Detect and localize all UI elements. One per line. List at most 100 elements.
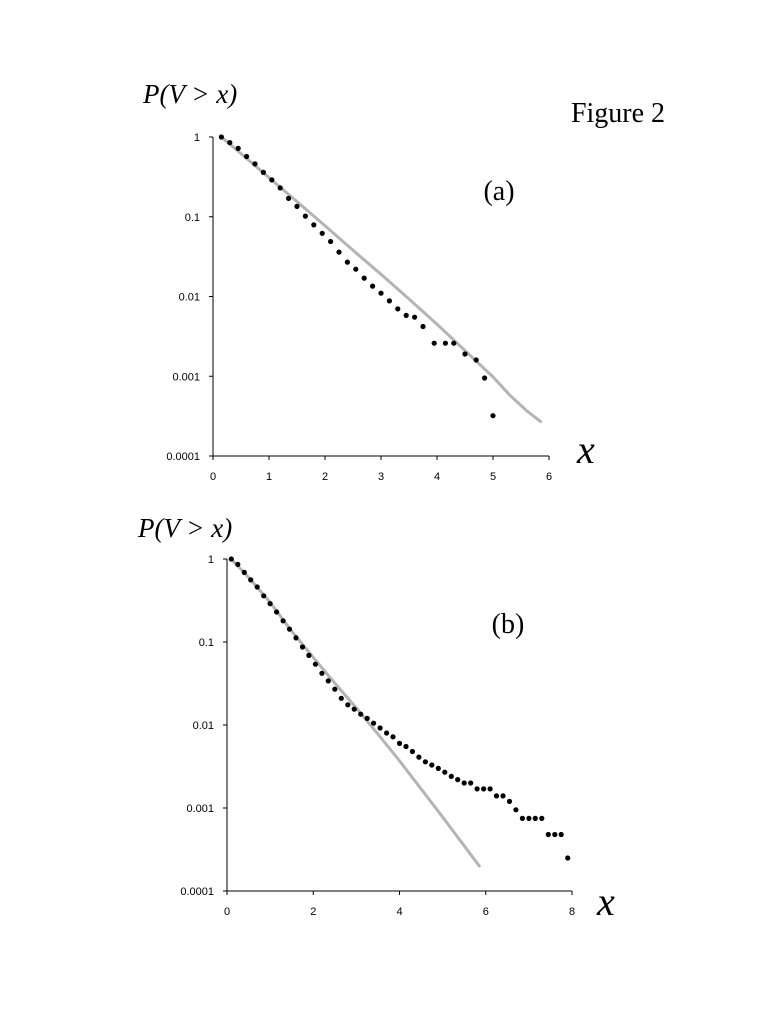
y-tick-label: 0.1 [199,637,214,649]
x-axis-label: x [576,427,595,472]
panel-label: (b) [492,609,525,640]
y-tick-label: 0.001 [186,803,214,815]
data-point [558,831,564,838]
y-axis-label: P(V > x) [142,79,237,109]
data-point [235,145,241,151]
data-point [409,748,415,755]
data-point [378,290,384,296]
data-point [462,351,468,357]
data-point [532,815,538,822]
x-tick-label: 8 [569,906,575,918]
data-point [319,670,325,676]
data-point [274,609,280,615]
data-point [286,195,292,201]
data-point [482,375,488,381]
figure-label: Figure 2 [571,98,665,129]
data-point [358,711,364,717]
data-point [506,798,513,805]
data-point [468,780,474,786]
data-points [218,134,496,419]
data-point [345,702,351,708]
data-point [539,815,545,822]
x-tick-label: 6 [483,906,489,918]
x-axis-label: x [596,879,615,924]
y-tick-label: 1 [208,554,214,566]
data-point [244,153,250,160]
y-axis-label: P(V > x) [137,513,232,543]
x-tick-label: 0 [224,906,230,918]
x-tick-label: 5 [490,471,496,483]
data-point [481,786,487,792]
x-tick-label: 1 [266,471,272,483]
data-point [344,259,350,265]
data-point [474,786,480,792]
data-point [364,715,370,722]
y-tick-label: 0.01 [193,720,214,732]
data-point [286,626,293,632]
data-point [299,644,306,650]
data-point [235,561,241,568]
data-point [351,706,357,712]
data-point [455,777,461,783]
data-point [312,661,318,667]
data-point [338,695,344,701]
data-point [325,678,331,684]
data-point [500,793,506,799]
data-point [526,815,532,822]
data-point [370,283,376,289]
data-point [386,298,392,304]
data-point [416,754,422,760]
data-point [241,569,247,576]
data-point [565,855,571,861]
x-tick-label: 2 [322,471,328,483]
data-point [218,134,224,140]
x-tick-label: 6 [546,471,552,483]
data-point [390,734,396,740]
y-tick-label: 0.0001 [166,451,200,463]
y-tick-label: 0.001 [172,371,200,383]
data-point [260,169,266,175]
data-point [293,635,299,641]
data-point [403,312,409,318]
axes: 0 2 4 6 8 1 0.1 0.01 0.001 0.0001 [180,554,575,918]
data-point [228,556,234,562]
data-point [306,652,312,659]
data-point [420,323,426,330]
data-point [412,314,418,320]
chart-panel-a: P(V > x) x (a) 0 1 2 3 4 5 6 1 0.1 0.01 0.001 0.000… [142,79,595,483]
x-tick-label: 4 [434,471,440,483]
data-point [493,793,500,799]
data-point [353,266,359,272]
x-tick-label: 3 [378,471,384,483]
x-tick-label: 2 [310,906,316,918]
panel-label: (a) [483,176,514,207]
data-point [395,306,401,312]
data-point [248,577,254,583]
data-point [277,185,283,191]
data-point [403,743,409,750]
data-point [451,340,457,346]
data-point [336,249,342,255]
data-point [254,584,260,590]
data-point [294,203,300,209]
data-point [377,725,383,731]
axes: 0 1 2 3 4 5 6 1 0.1 0.01 0.001 0.0001 [166,132,552,483]
data-point [545,831,551,838]
data-point [519,815,526,822]
data-point [328,238,334,245]
data-points [228,556,571,861]
data-point [442,340,448,346]
y-tick-label: 0.01 [179,292,200,304]
data-point [422,759,428,765]
data-point [269,177,275,183]
x-tick-label: 0 [210,471,216,483]
data-point [280,618,286,624]
data-point [429,762,435,768]
data-point [473,357,479,363]
data-point [252,161,258,167]
y-tick-label: 0.1 [185,212,200,224]
data-point [442,769,448,775]
data-point [487,786,493,792]
data-point [435,765,441,772]
